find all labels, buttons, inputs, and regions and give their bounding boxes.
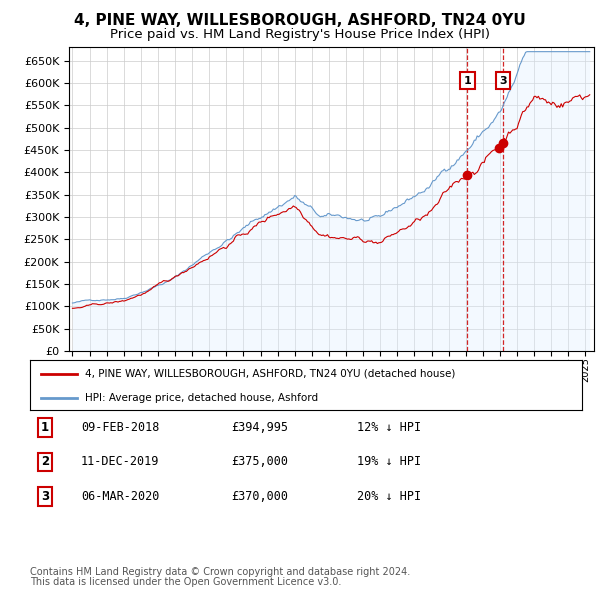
Text: 09-FEB-2018: 09-FEB-2018	[81, 421, 160, 434]
Text: £375,000: £375,000	[231, 455, 288, 468]
Text: HPI: Average price, detached house, Ashford: HPI: Average price, detached house, Ashf…	[85, 392, 319, 402]
Text: 06-MAR-2020: 06-MAR-2020	[81, 490, 160, 503]
Text: Price paid vs. HM Land Registry's House Price Index (HPI): Price paid vs. HM Land Registry's House …	[110, 28, 490, 41]
Text: 1: 1	[464, 76, 472, 86]
Text: This data is licensed under the Open Government Licence v3.0.: This data is licensed under the Open Gov…	[30, 577, 341, 587]
Text: 12% ↓ HPI: 12% ↓ HPI	[357, 421, 421, 434]
Text: 19% ↓ HPI: 19% ↓ HPI	[357, 455, 421, 468]
Text: 11-DEC-2019: 11-DEC-2019	[81, 455, 160, 468]
Text: 4, PINE WAY, WILLESBOROUGH, ASHFORD, TN24 0YU: 4, PINE WAY, WILLESBOROUGH, ASHFORD, TN2…	[74, 13, 526, 28]
Text: £394,995: £394,995	[231, 421, 288, 434]
Text: Contains HM Land Registry data © Crown copyright and database right 2024.: Contains HM Land Registry data © Crown c…	[30, 567, 410, 577]
Text: 2: 2	[41, 455, 49, 468]
Text: 3: 3	[499, 76, 507, 86]
Text: 1: 1	[41, 421, 49, 434]
Text: 3: 3	[41, 490, 49, 503]
Text: £370,000: £370,000	[231, 490, 288, 503]
Text: 20% ↓ HPI: 20% ↓ HPI	[357, 490, 421, 503]
Text: 4, PINE WAY, WILLESBOROUGH, ASHFORD, TN24 0YU (detached house): 4, PINE WAY, WILLESBOROUGH, ASHFORD, TN2…	[85, 369, 455, 379]
